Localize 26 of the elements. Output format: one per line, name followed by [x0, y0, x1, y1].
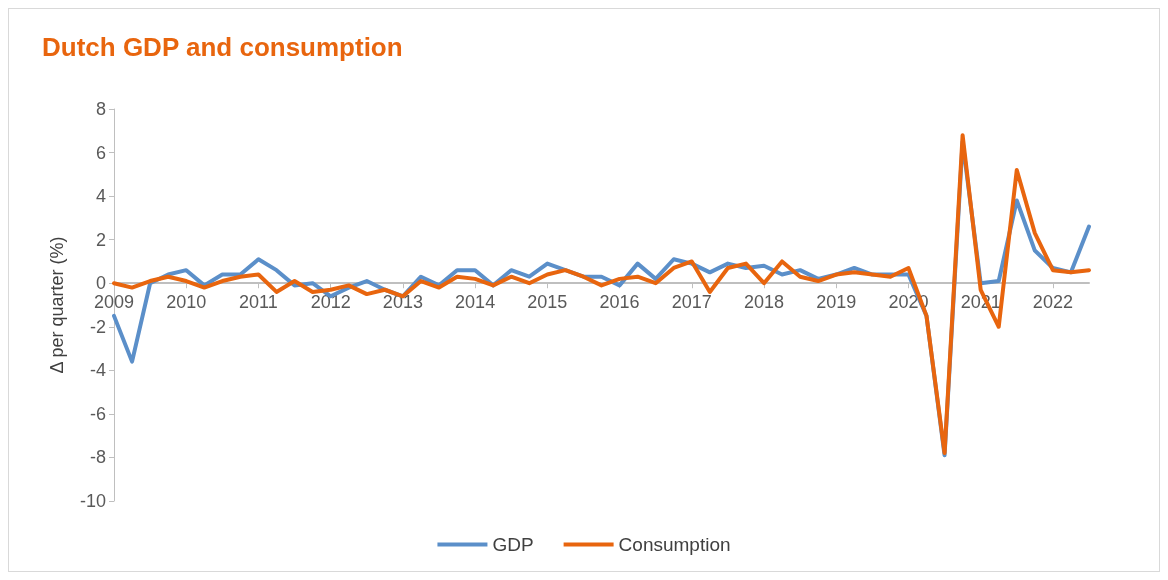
x-tick-label: 2019 [816, 292, 857, 313]
x-tick-label: 2018 [743, 292, 785, 313]
y-tick-label: -10 [79, 491, 106, 511]
y-tick-label: 2 [95, 229, 106, 250]
legend-label: GDP [492, 534, 534, 555]
x-tick-label: 2017 [671, 292, 712, 313]
y-tick-label: 6 [95, 142, 106, 163]
y-tick-label: 8 [95, 99, 106, 119]
chart-title: Dutch GDP and consumption [42, 32, 403, 62]
x-tick-label: 2009 [93, 292, 135, 313]
y-tick-label: -8 [89, 447, 106, 468]
legend-label: Consumption [618, 534, 731, 555]
x-tick-label: 2014 [455, 292, 496, 313]
y-tick-label: -4 [89, 360, 106, 381]
y-tick-label: -2 [89, 316, 106, 337]
x-tick-label: 2015 [527, 292, 568, 313]
y-tick-label: -6 [89, 403, 106, 424]
x-tick-label: 2010 [166, 292, 207, 313]
x-tick-label: 2022 [1032, 292, 1073, 313]
x-tick-label: 2012 [310, 292, 351, 313]
y-tick-label: 0 [95, 273, 106, 294]
y-tick-label: 4 [95, 186, 106, 207]
x-tick-label: 2016 [599, 292, 640, 313]
x-tick-label: 2011 [239, 292, 278, 313]
x-tick-label: 2013 [382, 292, 423, 313]
y-axis-title: Δ per quarter (%) [47, 236, 67, 374]
